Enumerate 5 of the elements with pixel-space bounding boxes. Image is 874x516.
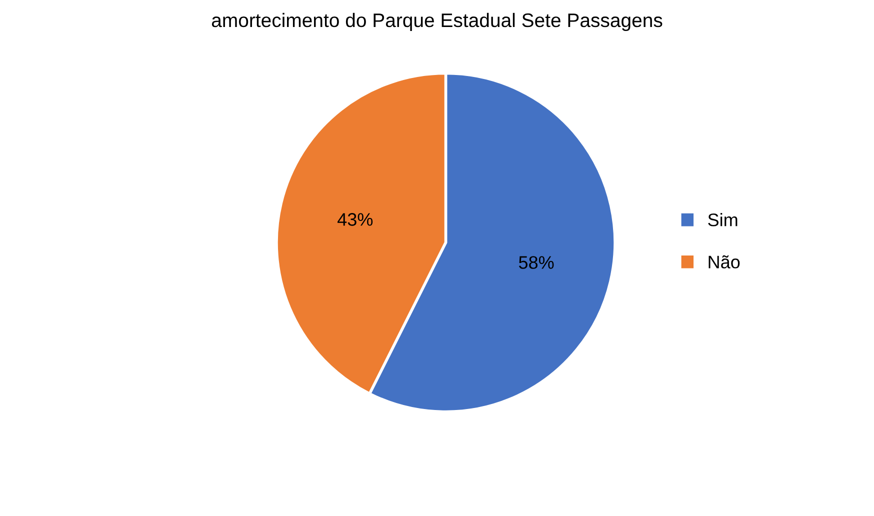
chart-title: amortecimento do Parque Estadual Sete Passagens (212, 12, 662, 32)
data-label: 58% (518, 256, 554, 269)
data-label: 43% (338, 213, 373, 226)
legend-label: Não (708, 255, 740, 268)
legend-label: Sim (708, 213, 738, 226)
